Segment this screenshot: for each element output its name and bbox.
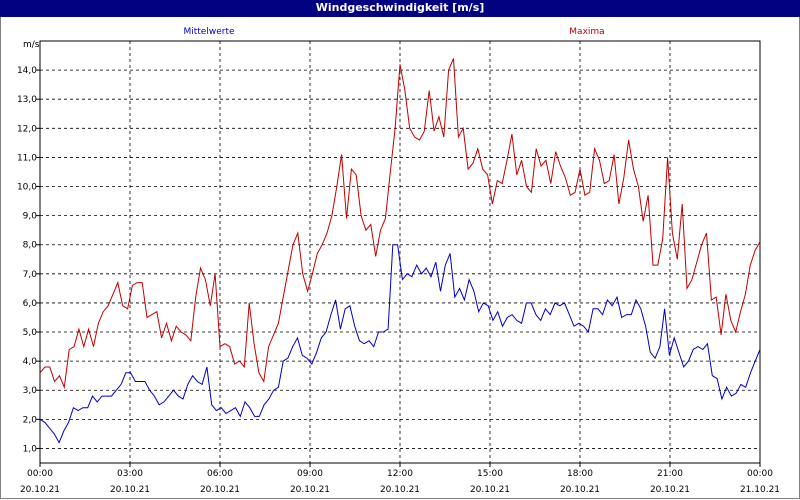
x-tick-time: 18:00 <box>567 469 593 479</box>
y-axis-ticks: 1,0 2,0 3,0 4,0 5,0 6,0 7,0 8,0 9,0 10,0 11,0 12,0 1… <box>17 66 40 454</box>
x-tick-time: 00:00 <box>27 469 53 479</box>
y-tick-label: 12,0 <box>17 124 37 134</box>
x-tick-time: 03:00 <box>117 469 143 479</box>
x-axis-ticks: 00:00 20.10.21 03:00 20.10.21 06:00 20.10.21 0… <box>20 463 780 495</box>
x-tick-date: 20.10.21 <box>380 485 420 495</box>
x-tick-time: 12:00 <box>387 469 413 479</box>
y-tick-label: 5,0 <box>23 328 38 338</box>
chart-frame: 1,0 2,0 3,0 4,0 5,0 6,0 7,0 8,0 9,0 10,0 11,0 12,0 1… <box>0 17 800 499</box>
legend-mittelwerte: Mittelwerte <box>183 27 234 37</box>
window-title: Windgeschwindigkeit [m/s] <box>0 0 800 17</box>
y-tick-label: 6,0 <box>23 299 38 309</box>
y-tick-label: 14,0 <box>17 66 37 76</box>
x-tick-time: 21:00 <box>657 469 683 479</box>
y-axis-label: m/s <box>23 40 40 50</box>
series-line-maxima <box>39 58 761 390</box>
y-tick-label: 11,0 <box>17 153 37 163</box>
y-tick-label: 4,0 <box>23 357 38 367</box>
x-tick-time: 06:00 <box>207 469 233 479</box>
x-tick-date: 20.10.21 <box>20 485 60 495</box>
x-tick-time: 00:00 <box>747 469 773 479</box>
x-tick-date: 20.10.21 <box>200 485 240 495</box>
x-tick-date: 20.10.21 <box>290 485 330 495</box>
y-tick-label: 2,0 <box>23 415 38 425</box>
x-tick-date: 20.10.21 <box>650 485 690 495</box>
y-tick-label: 10,0 <box>17 183 37 193</box>
y-tick-label: 13,0 <box>17 95 37 105</box>
y-tick-label: 8,0 <box>23 241 38 251</box>
x-tick-date: 20.10.21 <box>560 485 600 495</box>
x-tick-date: 20.10.21 <box>110 485 150 495</box>
y-tick-label: 3,0 <box>23 386 38 396</box>
series-line-mittelwerte <box>39 244 761 444</box>
x-tick-date: 20.10.21 <box>470 485 510 495</box>
line-chart: 1,0 2,0 3,0 4,0 5,0 6,0 7,0 8,0 9,0 10,0 11,0 12,0 1… <box>17 27 780 495</box>
legend-maxima: Maxima <box>569 27 604 37</box>
x-tick-time: 09:00 <box>297 469 323 479</box>
y-tick-label: 7,0 <box>23 270 38 280</box>
x-tick-time: 15:00 <box>477 469 503 479</box>
series <box>39 58 761 444</box>
y-tick-label: 1,0 <box>23 444 38 454</box>
y-tick-label: 9,0 <box>23 212 38 222</box>
x-tick-date: 21.10.21 <box>740 485 780 495</box>
